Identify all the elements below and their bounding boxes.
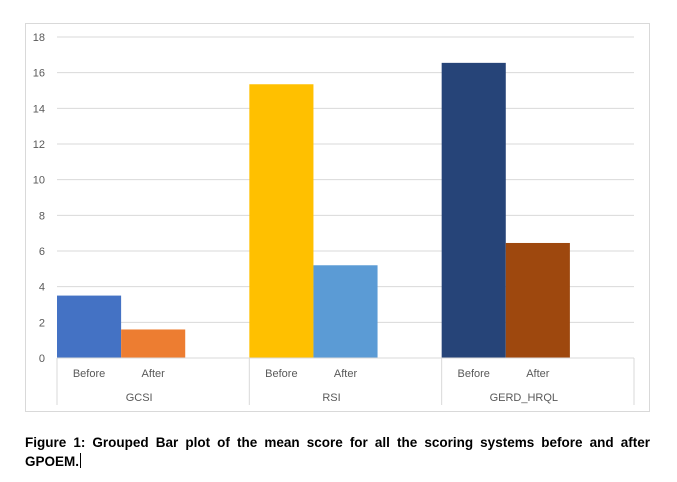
y-tick-label: 2 [39,317,45,329]
y-tick-label: 18 [33,32,45,44]
bar [505,242,570,358]
y-tick-label: 10 [33,175,45,187]
text-cursor [80,453,82,468]
x-tick-label: Before [265,368,297,380]
group-label: RSI [322,392,340,404]
bar [249,84,314,358]
y-tick-label: 16 [33,68,45,80]
bar-chart: 0 2 4 6 8 10 12 14 16 18 Before After GCSI Before Afte… [33,32,635,405]
x-tick-label: After [526,368,550,380]
y-tick-label: 8 [39,210,45,222]
bar [121,329,186,358]
y-tick-label: 6 [39,246,45,258]
group-label: GCSI [126,392,153,404]
y-tick-label: 14 [33,103,45,115]
bar [57,295,122,358]
group-label: GERD_HRQL [490,392,558,404]
x-tick-label: Before [73,368,105,380]
x-tick-label: Before [458,368,490,380]
x-tick-label: After [334,368,358,380]
y-tick-label: 12 [33,139,45,151]
x-tick-label: After [142,368,166,380]
caption-text: Figure 1: Grouped Bar plot of the mean s… [25,435,650,469]
y-tick-label: 4 [39,282,45,294]
bar [313,265,378,358]
y-tick-label: 0 [39,353,45,365]
bar [441,62,506,358]
figure-caption: Figure 1: Grouped Bar plot of the mean s… [25,433,650,471]
